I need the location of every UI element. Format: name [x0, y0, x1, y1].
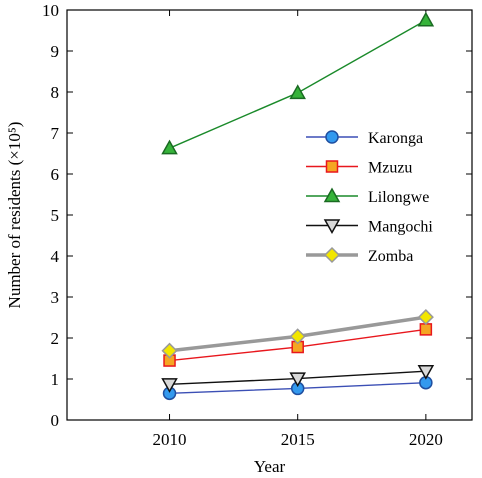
- legend: Karonga Mzuzu Lilongwe Mangochi Zomba: [306, 130, 433, 265]
- legend-item-mzuzu: Mzuzu: [306, 160, 412, 177]
- legend-item-zomba: Zomba: [306, 246, 413, 265]
- legend-label-mzuzu: Mzuzu: [368, 160, 412, 177]
- data-point-lilongwe-2010: [161, 139, 178, 155]
- data-point-zomba-2015: [289, 328, 306, 345]
- legend-item-lilongwe: Lilongwe: [306, 187, 429, 206]
- y-axis-label: Number of residents (×10⁵): [5, 122, 24, 309]
- data-point-mangochi-2020: [417, 364, 435, 380]
- legend-marker-mzuzu: [325, 160, 339, 173]
- series-mzuzu: [163, 323, 433, 367]
- y-tick-label: 0: [51, 411, 60, 430]
- x-tick-label: 2010: [153, 430, 187, 449]
- legend-marker-zomba: [323, 246, 341, 264]
- data-point-lilongwe-2015: [289, 84, 306, 100]
- y-tick-label: 6: [51, 165, 60, 184]
- axes: 0 1 2 3 4 5 6 7 8 9 10 2010 2015 2020: [42, 1, 473, 449]
- y-tick-label: 8: [51, 83, 60, 102]
- series-lilongwe: [161, 11, 435, 155]
- x-tick-label: 2015: [281, 430, 315, 449]
- legend-marker-lilongwe: [323, 187, 341, 203]
- data-point-zomba-2010: [161, 342, 178, 359]
- data-point-mzuzu-2020: [419, 323, 433, 336]
- legend-marker-karonga: [325, 130, 339, 144]
- series-line-lilongwe: [169, 19, 427, 149]
- y-tick-label: 1: [51, 370, 60, 389]
- y-tick-label: 3: [51, 288, 60, 307]
- y-tick-label: 5: [51, 206, 60, 225]
- data-point-mangochi-2015: [289, 372, 306, 388]
- legend-marker-mangochi: [323, 219, 341, 235]
- series-layer: [161, 11, 435, 401]
- legend-label-karonga: Karonga: [368, 130, 423, 147]
- legend-label-zomba: Zomba: [368, 248, 413, 265]
- legend-item-mangochi: Mangochi: [306, 219, 433, 236]
- series-zomba: [161, 309, 434, 359]
- x-tick-label: 2020: [409, 430, 443, 449]
- y-tick-label: 10: [42, 1, 59, 20]
- series-karonga: [162, 375, 433, 401]
- x-axis-label: Year: [254, 457, 286, 476]
- y-tick-label: 4: [51, 247, 60, 266]
- y-tick-label: 7: [51, 124, 60, 143]
- legend-label-lilongwe: Lilongwe: [368, 189, 429, 206]
- plot-frame: [66, 9, 473, 421]
- y-tick-label: 9: [51, 42, 60, 61]
- legend-item-karonga: Karonga: [306, 130, 423, 147]
- legend-label-mangochi: Mangochi: [368, 219, 433, 236]
- series-mangochi: [161, 364, 435, 393]
- data-point-zomba-2020: [417, 309, 434, 326]
- data-point-lilongwe-2020: [417, 11, 435, 27]
- y-tick-label: 2: [51, 329, 60, 348]
- data-point-mangochi-2010: [161, 378, 178, 393]
